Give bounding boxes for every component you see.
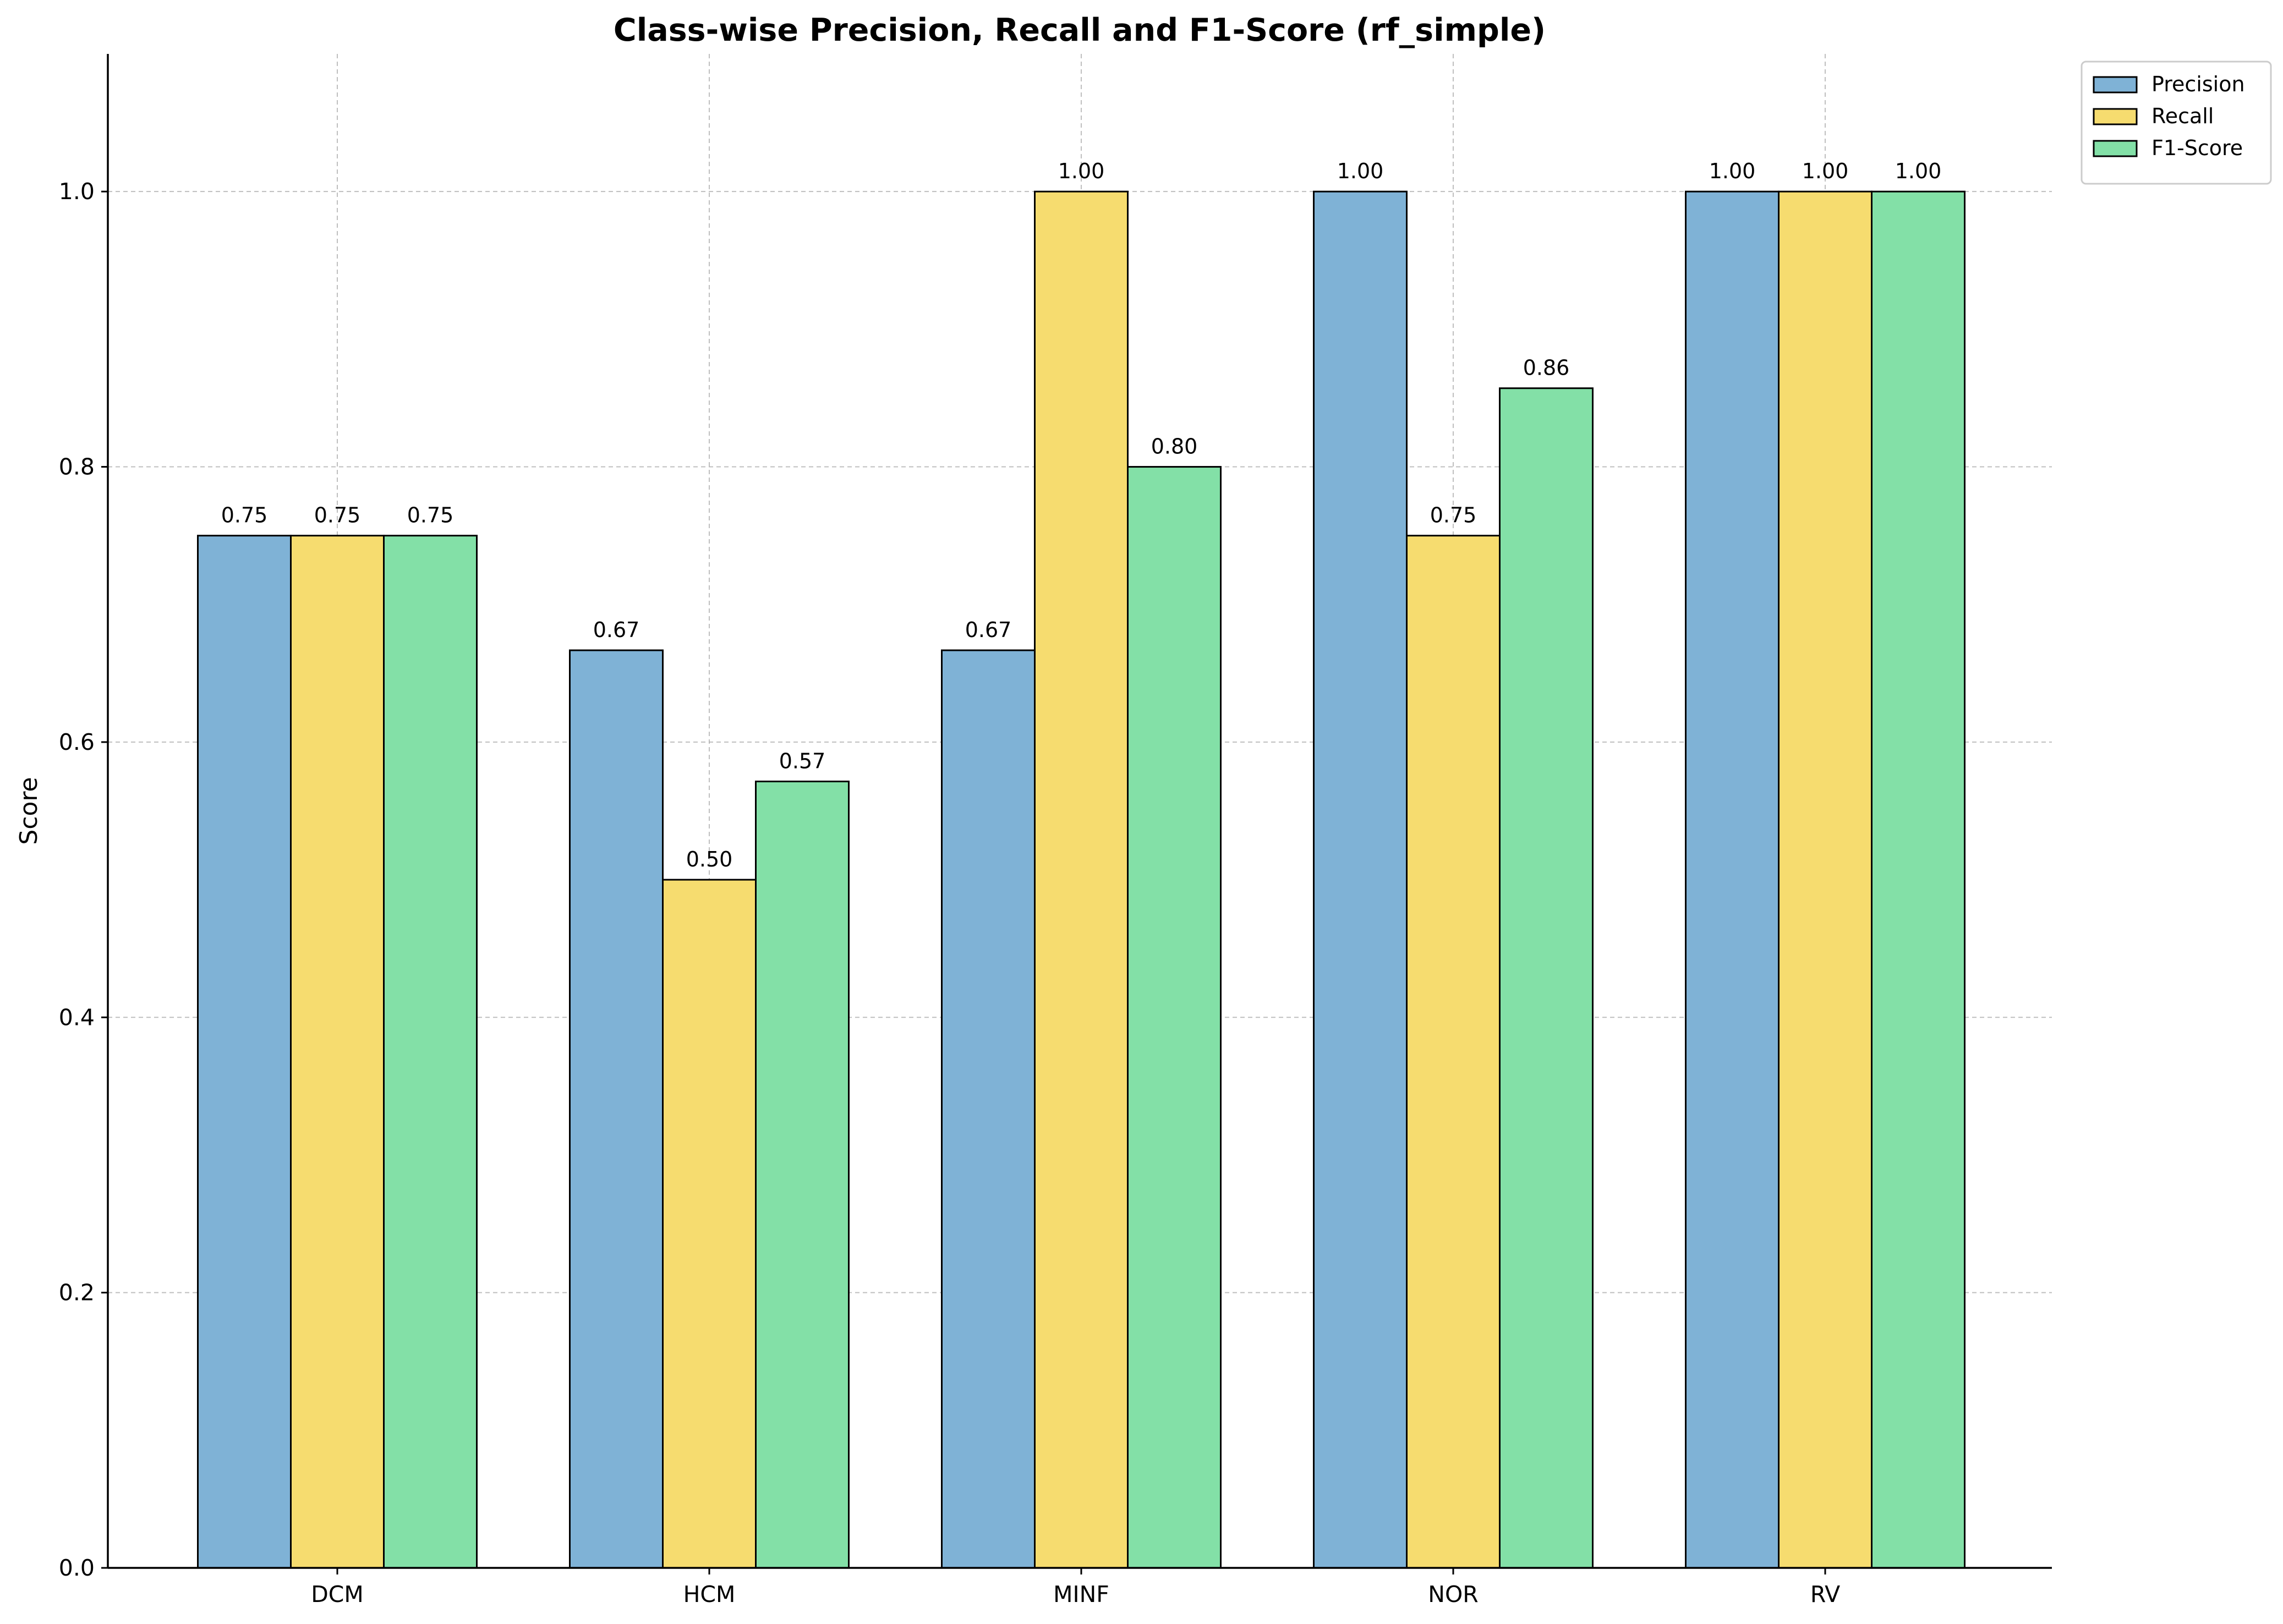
bar-recall-hcm bbox=[662, 879, 757, 1569]
y-tick-label: 0.0 bbox=[59, 1555, 95, 1581]
legend: Precision Recall F1-Score bbox=[2081, 61, 2272, 185]
y-ticks: 0.0 0.2 0.4 0.6 0.8 1.0 bbox=[59, 178, 108, 1581]
data-label: 1.00 bbox=[1337, 159, 1384, 183]
data-label: 0.50 bbox=[686, 847, 733, 871]
legend-label: Precision bbox=[2151, 72, 2245, 96]
y-axis-label: Score bbox=[15, 777, 43, 844]
y-tick-label: 1.0 bbox=[59, 178, 95, 205]
axes bbox=[107, 54, 2052, 1569]
data-label: 1.00 bbox=[1895, 159, 1942, 183]
data-labels: 0.75 0.75 0.75 0.67 0.50 0.57 0.67 1.00 0.80 1.00… bbox=[221, 159, 1942, 871]
data-label: 0.75 bbox=[407, 503, 454, 528]
bar-recall-minf bbox=[1034, 190, 1129, 1569]
bars bbox=[197, 190, 1966, 1569]
x-tick-label: MINF bbox=[1053, 1581, 1109, 1607]
data-label: 0.80 bbox=[1151, 435, 1198, 459]
data-label: 0.75 bbox=[314, 503, 361, 528]
y-tick-label: 0.4 bbox=[59, 1004, 95, 1030]
bar-f1-score-minf bbox=[1127, 466, 1222, 1569]
data-label: 0.67 bbox=[593, 618, 640, 642]
y-tick-label: 0.2 bbox=[59, 1280, 95, 1306]
x-ticks: DCM HCM MINF NOR RV bbox=[311, 1568, 1840, 1607]
bar-precision-rv bbox=[1685, 190, 1780, 1569]
legend-swatch bbox=[2093, 76, 2138, 94]
data-label: 0.86 bbox=[1523, 356, 1570, 380]
data-label: 0.67 bbox=[965, 618, 1012, 642]
y-tick-label: 0.8 bbox=[59, 454, 95, 480]
bar-recall-nor bbox=[1406, 535, 1501, 1569]
bar-precision-minf bbox=[941, 649, 1036, 1569]
x-tick-label: NOR bbox=[1428, 1581, 1478, 1607]
bar-f1-score-dcm bbox=[383, 535, 478, 1569]
data-label: 0.57 bbox=[779, 749, 826, 773]
data-label: 1.00 bbox=[1709, 159, 1756, 183]
bar-f1-score-nor bbox=[1499, 387, 1594, 1569]
x-tick-label: DCM bbox=[311, 1581, 364, 1607]
data-label: 0.75 bbox=[221, 503, 268, 528]
bar-f1-score-hcm bbox=[755, 780, 850, 1569]
bar-f1-score-rv bbox=[1871, 190, 1966, 1569]
legend-label: Recall bbox=[2151, 104, 2214, 128]
chart-title: Class-wise Precision, Recall and F1-Scor… bbox=[614, 12, 1546, 48]
bar-precision-dcm bbox=[197, 535, 292, 1569]
bar-recall-rv bbox=[1778, 190, 1873, 1569]
data-label: 1.00 bbox=[1802, 159, 1849, 183]
legend-swatch bbox=[2093, 140, 2138, 157]
x-tick-label: RV bbox=[1810, 1581, 1840, 1607]
y-tick-label: 0.6 bbox=[59, 729, 95, 755]
data-label: 1.00 bbox=[1058, 159, 1105, 183]
data-label: 0.75 bbox=[1430, 503, 1477, 528]
legend-label: F1-Score bbox=[2151, 136, 2243, 160]
bar-recall-dcm bbox=[290, 535, 385, 1569]
x-tick-label: HCM bbox=[683, 1581, 736, 1607]
bar-precision-nor bbox=[1313, 190, 1408, 1569]
bar-precision-hcm bbox=[569, 649, 664, 1569]
legend-swatch bbox=[2093, 108, 2138, 125]
